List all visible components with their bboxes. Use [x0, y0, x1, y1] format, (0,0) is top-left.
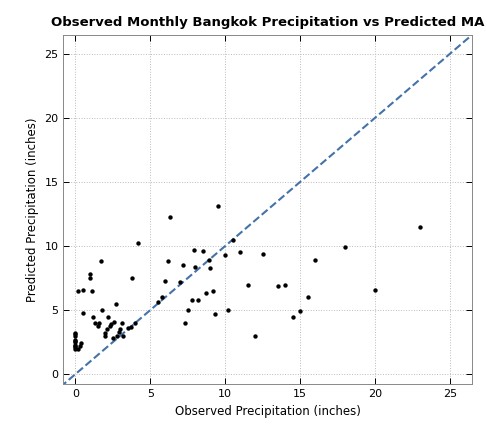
Point [90, 313, 97, 320]
Point [115, 328, 123, 335]
Point [251, 332, 259, 339]
Point [95, 320, 103, 327]
Point [98, 307, 106, 314]
Point [107, 321, 115, 328]
Point [166, 213, 173, 220]
Point [131, 320, 139, 327]
Point [296, 308, 304, 315]
Point [214, 203, 222, 210]
Point [79, 309, 87, 316]
Point [206, 264, 214, 271]
Point [118, 320, 126, 327]
Point [76, 343, 84, 349]
Point [129, 275, 136, 282]
Point [188, 296, 196, 303]
Point [111, 318, 118, 325]
Point [72, 341, 79, 348]
Point [184, 307, 191, 314]
Title: Observed Monthly Bangkok Precipitation vs Predicted MA: Observed Monthly Bangkok Precipitation v… [51, 16, 485, 29]
Point [236, 249, 244, 256]
Point [112, 300, 120, 307]
Point [416, 223, 424, 230]
Point [199, 248, 206, 254]
Point [211, 311, 219, 318]
Point [72, 337, 79, 344]
Point [341, 244, 349, 251]
Point [103, 326, 111, 333]
Point [72, 339, 79, 346]
Point [72, 345, 79, 352]
Point [101, 330, 109, 337]
Point [202, 290, 209, 297]
Point [94, 322, 102, 329]
Point [72, 343, 79, 349]
Point [91, 320, 99, 327]
Point [72, 331, 79, 338]
Point [106, 322, 113, 329]
Point [119, 332, 127, 339]
Point [161, 277, 169, 284]
Point [221, 251, 229, 258]
Point [191, 263, 199, 270]
Y-axis label: Predicted Precipitation (inches): Predicted Precipitation (inches) [26, 117, 39, 302]
Point [101, 332, 109, 339]
Point [289, 313, 297, 320]
Point [274, 283, 281, 289]
Point [229, 236, 237, 243]
Point [244, 281, 251, 288]
Point [311, 257, 319, 264]
Point [127, 323, 134, 330]
Point [371, 286, 379, 293]
Point [113, 332, 121, 339]
Point [86, 275, 94, 282]
Point [190, 246, 198, 253]
Point [72, 336, 79, 343]
Point [205, 257, 212, 264]
Point [259, 250, 266, 257]
Point [86, 271, 94, 278]
Point [176, 279, 184, 286]
Point [75, 345, 82, 352]
Point [88, 287, 95, 294]
Point [116, 326, 124, 333]
Point [72, 330, 79, 337]
Point [109, 335, 117, 342]
Point [304, 294, 312, 301]
Point [209, 287, 217, 294]
Point [281, 281, 289, 288]
Point [224, 307, 232, 314]
Point [72, 332, 79, 339]
Point [158, 294, 166, 301]
Point [194, 296, 202, 303]
Point [124, 324, 131, 331]
Point [79, 286, 87, 293]
Point [134, 240, 142, 247]
Point [154, 299, 162, 306]
Point [72, 344, 79, 351]
Point [77, 340, 85, 347]
Point [75, 287, 82, 294]
Point [181, 320, 188, 327]
Point [179, 262, 187, 269]
X-axis label: Observed Precipitation (inches): Observed Precipitation (inches) [175, 405, 361, 418]
Point [164, 258, 172, 265]
Point [97, 258, 105, 265]
Point [104, 313, 112, 320]
